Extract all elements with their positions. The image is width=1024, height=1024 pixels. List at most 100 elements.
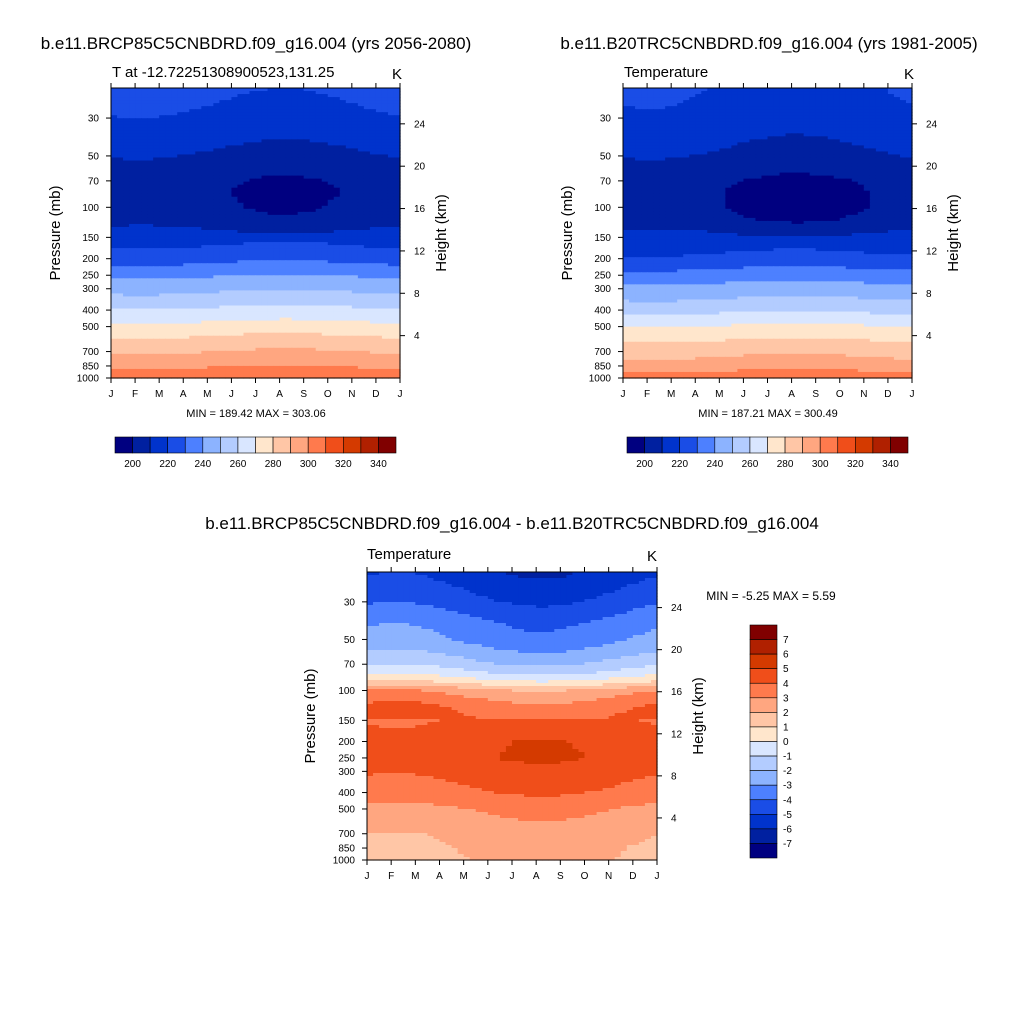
- contour-cell: [363, 100, 371, 104]
- contour-cell: [213, 157, 220, 162]
- contour-cell: [285, 136, 293, 140]
- contour-cell: [249, 175, 257, 180]
- contour-cell: [393, 109, 401, 113]
- contour-cell: [351, 127, 359, 131]
- contour-cell: [243, 245, 251, 249]
- contour-cell: [189, 236, 196, 240]
- contour-cell: [339, 151, 347, 156]
- contour-cell: [261, 160, 269, 165]
- contour-cell: [159, 139, 166, 143]
- contour-cell: [195, 118, 202, 122]
- contour-cell: [321, 214, 329, 219]
- contour-cell: [369, 166, 377, 171]
- contour-cell: [303, 106, 311, 110]
- contour-cell: [213, 229, 220, 234]
- contour-cell: [267, 208, 275, 213]
- contour-cell: [135, 154, 142, 159]
- contour-cell: [261, 130, 269, 134]
- contour-cell: [117, 127, 124, 131]
- contour-cell: [219, 187, 226, 192]
- contour-cell: [153, 109, 160, 113]
- contour-cell: [303, 220, 311, 225]
- contour-cell: [357, 193, 365, 198]
- contour-cell: [177, 196, 184, 201]
- contour-cell: [135, 118, 142, 122]
- contour-cell: [249, 124, 257, 128]
- contour-cell: [255, 97, 263, 101]
- contour-cell: [387, 103, 395, 107]
- contour-cell: [159, 133, 166, 137]
- contour-cell: [129, 97, 136, 101]
- contour-cell: [237, 254, 245, 258]
- contour-cell: [225, 172, 233, 177]
- contour-cell: [141, 248, 148, 252]
- contour-cell: [357, 208, 365, 213]
- contour-cell: [219, 257, 226, 261]
- contour-cell: [195, 181, 202, 186]
- contour-cell: [333, 172, 341, 177]
- contour-cell: [213, 145, 220, 150]
- contour-cell: [387, 166, 395, 171]
- contour-cell: [231, 163, 239, 168]
- contour-cell: [147, 133, 154, 137]
- panel-1-ylabel-right: Height (km): [433, 194, 450, 272]
- contour-cell: [111, 142, 118, 146]
- contour-cell: [315, 106, 323, 110]
- contour-cell: [279, 178, 287, 183]
- contour-cell: [303, 160, 311, 165]
- contour-cell: [225, 202, 233, 207]
- contour-cell: [129, 100, 136, 104]
- x-tick-label: J: [253, 389, 258, 400]
- contour-cell: [129, 166, 136, 171]
- contour-cell: [255, 136, 263, 140]
- contour-cell: [243, 223, 251, 228]
- contour-cell: [339, 100, 347, 104]
- contour-cell: [363, 103, 371, 107]
- contour-cell: [237, 136, 245, 140]
- contour-cell: [339, 94, 347, 98]
- contour-cell: [231, 220, 239, 225]
- contour-cell: [213, 133, 220, 137]
- contour-cell: [165, 91, 172, 95]
- contour-cell: [291, 133, 299, 137]
- contour-cell: [177, 148, 184, 153]
- contour-cell: [375, 94, 383, 98]
- contour-cell: [381, 242, 389, 246]
- contour-cell: [321, 106, 329, 110]
- contour-cell: [255, 202, 263, 207]
- contour-cell: [303, 118, 311, 122]
- contour-cell: [357, 239, 365, 243]
- contour-cell: [159, 94, 166, 98]
- contour-cell: [381, 115, 389, 119]
- contour-cell: [357, 160, 365, 165]
- contour-cell: [357, 121, 365, 125]
- contour-cell: [171, 196, 178, 201]
- contour-cell: [183, 223, 190, 228]
- contour-cell: [333, 88, 341, 92]
- contour-cell: [357, 124, 365, 128]
- contour-cell: [387, 160, 395, 165]
- contour-cell: [195, 160, 202, 165]
- y2-tick-label: 16: [414, 204, 426, 215]
- contour-cell: [339, 145, 347, 150]
- contour-cell: [249, 208, 257, 213]
- contour-cell: [183, 193, 190, 198]
- contour-cell: [393, 148, 401, 153]
- contour-cell: [171, 193, 178, 198]
- contour-cell: [213, 91, 220, 95]
- contour-cell: [243, 160, 251, 165]
- contour-cell: [351, 163, 359, 168]
- contour-cell: [195, 115, 202, 119]
- contour-cell: [147, 245, 154, 249]
- contour-cell: [363, 236, 371, 240]
- contour-cell: [387, 208, 395, 213]
- colorbar-swatch: [237, 436, 256, 454]
- contour-cell: [189, 136, 196, 140]
- contour-cell: [177, 211, 184, 216]
- contour-cell: [249, 193, 257, 198]
- contour-cell: [129, 160, 136, 165]
- contour-cell: [351, 148, 359, 153]
- contour-cell: [189, 148, 196, 153]
- contour-cell: [123, 151, 130, 156]
- contour-cell: [171, 175, 178, 180]
